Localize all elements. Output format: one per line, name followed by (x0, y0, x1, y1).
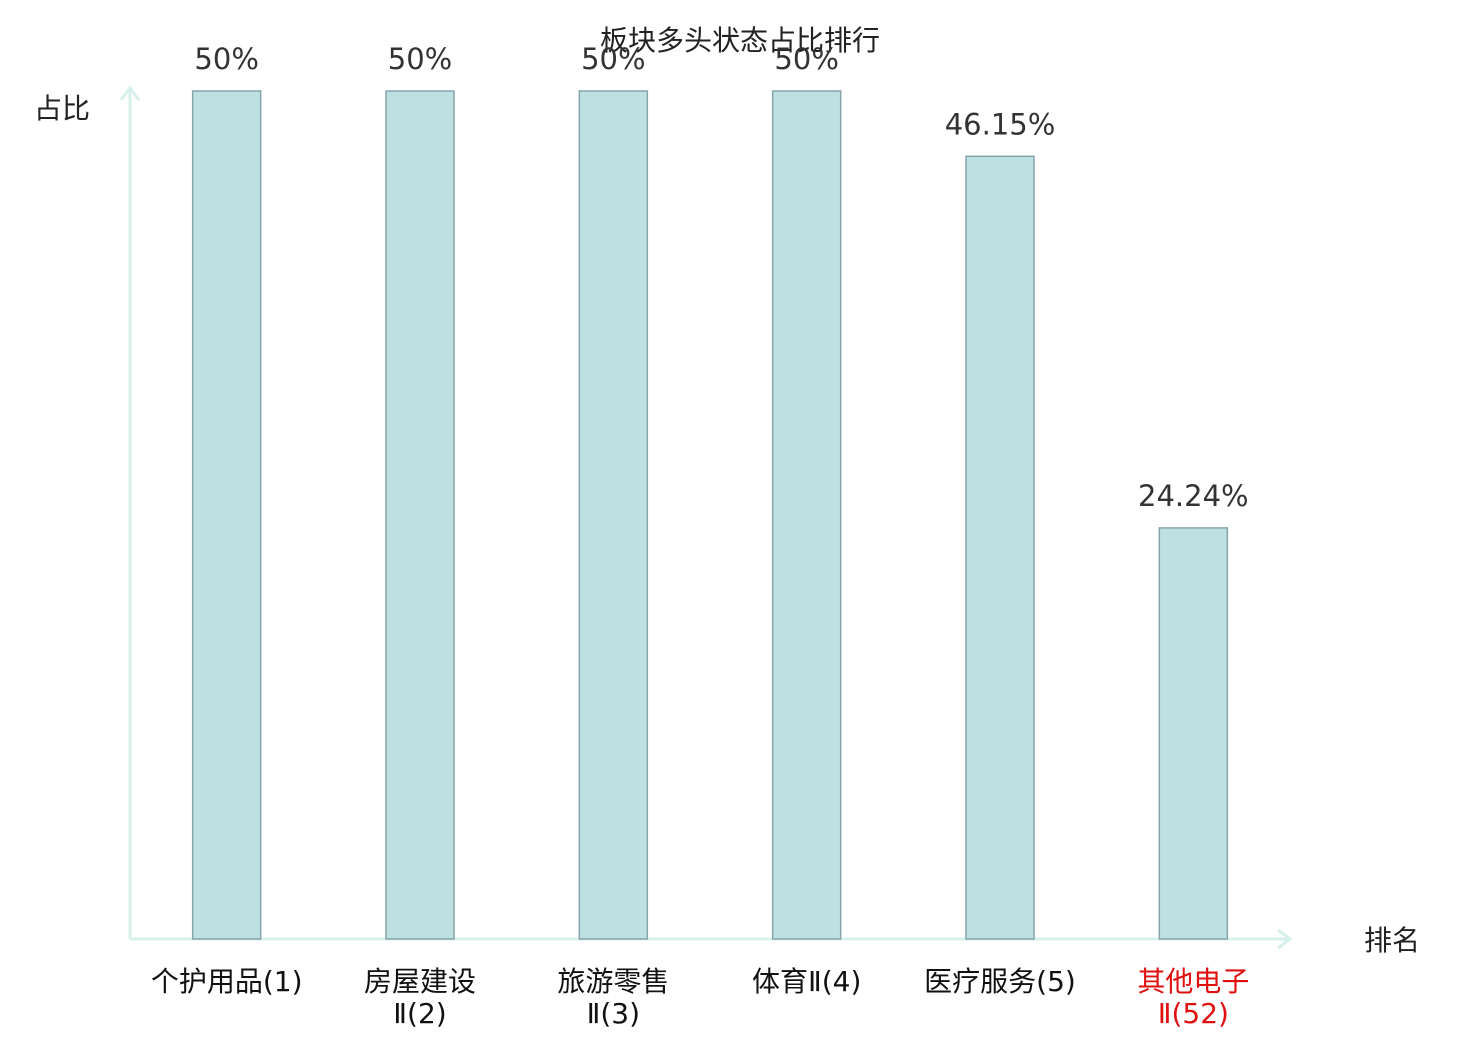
x-tick-label: 旅游零售 Ⅱ(3) (557, 965, 669, 1030)
bar (191, 90, 262, 940)
x-tick-label: 其他电子 Ⅱ(52) (1137, 965, 1249, 1030)
bar (965, 155, 1035, 940)
bar (771, 90, 842, 940)
x-tick-label: 体育Ⅱ(4) (752, 965, 861, 998)
y-axis-label: 占比 (34, 92, 90, 125)
x-tick-label: 个护用品(1) (151, 965, 303, 998)
value-label: 46.15% (945, 107, 1056, 141)
bar (385, 90, 455, 940)
x-axis-label: 排名 (1364, 924, 1420, 957)
value-label: 50% (388, 42, 452, 76)
bar (578, 90, 649, 940)
y-axis-arrow (119, 85, 141, 101)
x-axis-arrow (1277, 928, 1293, 950)
x-tick-label: 医疗服务(5) (924, 965, 1076, 998)
value-label: 24.24% (1138, 479, 1249, 513)
value-label: 50% (774, 42, 838, 76)
chart-title: 板块多头状态占比排行 (600, 24, 880, 57)
x-tick-label: 房屋建设 Ⅱ(2) (364, 965, 476, 1030)
bar (1158, 527, 1229, 940)
value-label: 50% (194, 42, 258, 76)
value-label: 50% (581, 42, 645, 76)
